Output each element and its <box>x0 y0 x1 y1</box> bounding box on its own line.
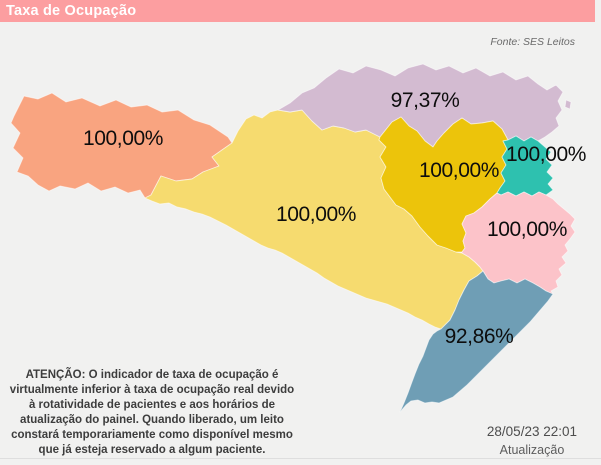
attention-notice: ATENÇÃO: O indicador de taxa de ocupação… <box>9 369 295 456</box>
source-note: Fonte: SES Leitos <box>490 36 575 48</box>
region-label-east-coast: 100,00% <box>505 143 587 166</box>
region-label-southeast: 100,00% <box>486 218 568 241</box>
bottom-divider <box>0 458 601 459</box>
map-region-southeast[interactable] <box>461 191 576 295</box>
update-block: 28/05/23 22:01 Atualização <box>487 424 577 457</box>
update-timestamp: 28/05/23 22:01 <box>486 424 577 439</box>
panel-title-bar: Taxa de Ocupação <box>0 0 595 22</box>
map-region-south[interactable] <box>399 270 554 413</box>
region-label-center: 100,00% <box>275 203 357 226</box>
region-label-south: 92,86% <box>444 325 514 348</box>
map-island <box>564 99 572 110</box>
panel-title: Taxa de Ocupação <box>6 3 137 19</box>
region-label-north: 97,37% <box>390 89 460 112</box>
region-label-northeast: 100,00% <box>418 159 500 182</box>
update-caption: Atualização <box>499 443 565 457</box>
region-label-west: 100,00% <box>82 127 164 150</box>
